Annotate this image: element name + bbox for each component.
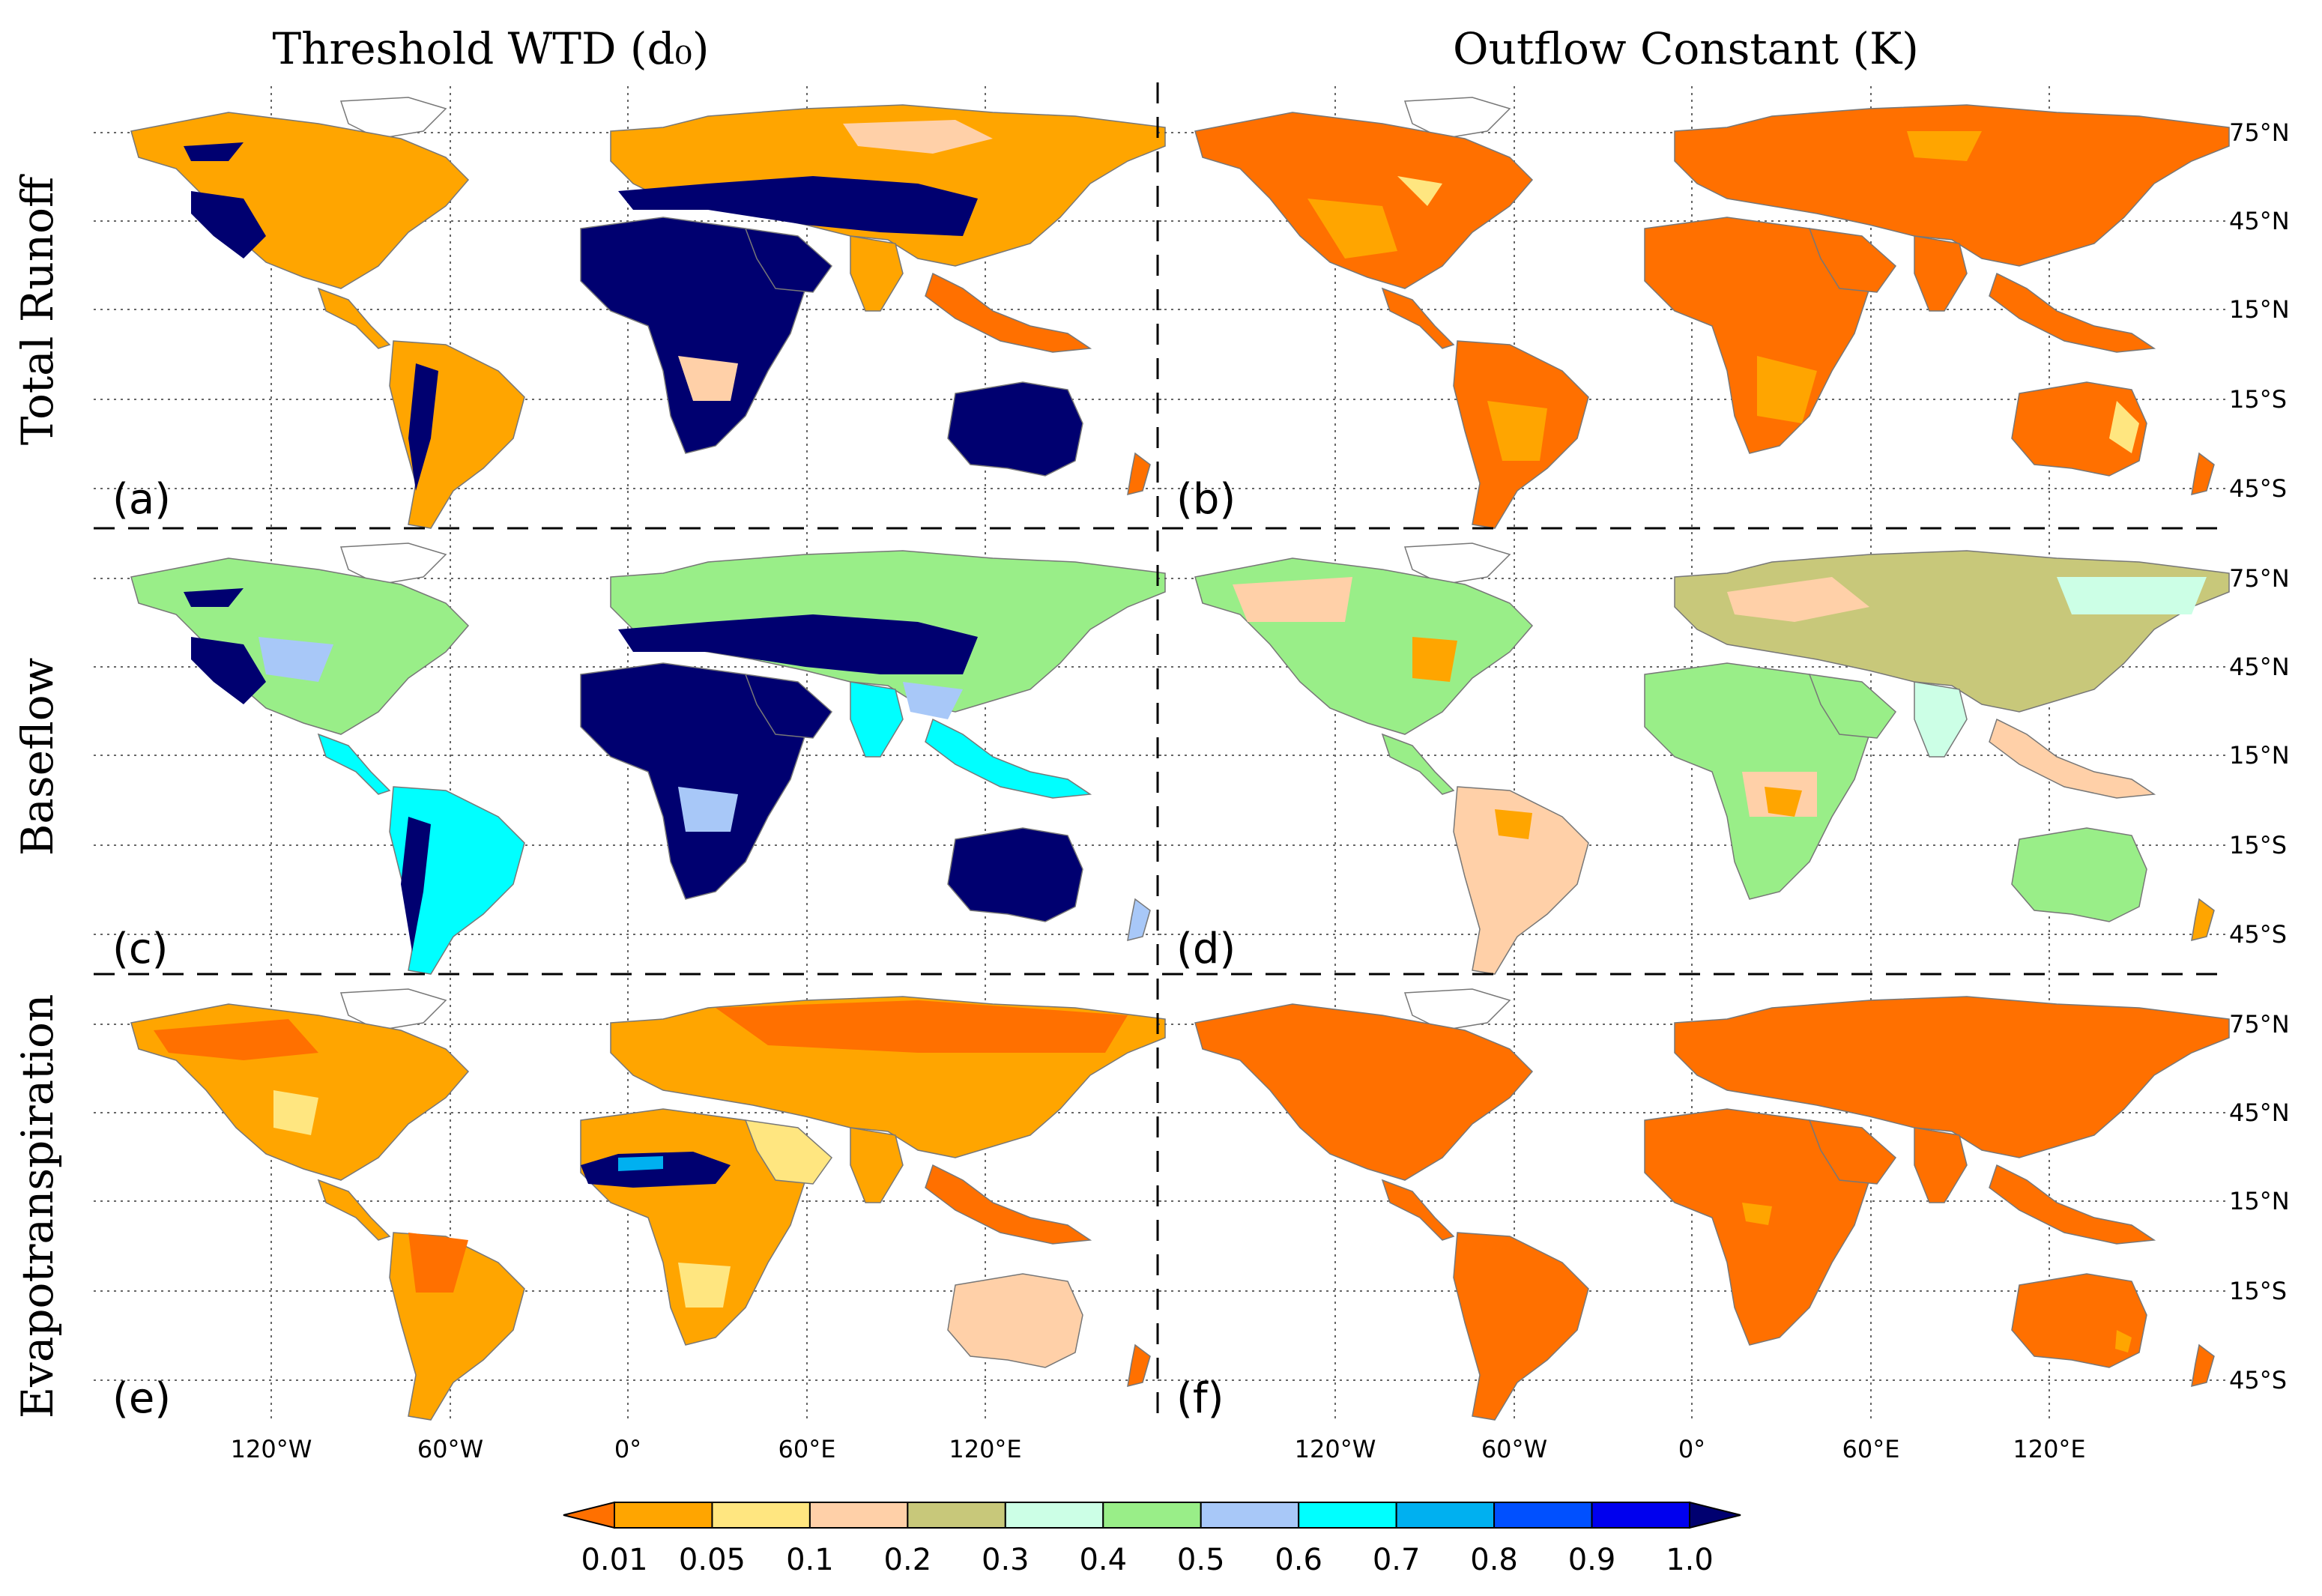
colorbar-tick-label: 0.1	[786, 1543, 834, 1577]
colorbar-bin	[1591, 1502, 1690, 1529]
lat-label: 45°S	[2229, 474, 2287, 503]
lat-label: 75°N	[2229, 1010, 2290, 1039]
lon-label: 120°W	[1295, 1435, 1376, 1463]
row-title-baseflow: Baseflow	[12, 658, 63, 856]
colorbar-tick-label: 0.8	[1470, 1543, 1518, 1577]
lat-label: 45°S	[2229, 1366, 2287, 1394]
map-panel-f	[1158, 978, 2230, 1421]
panel-label-a: (a)	[112, 475, 171, 524]
colorbar-tick-label: 0.3	[982, 1543, 1030, 1577]
colorbar-bins	[614, 1502, 1690, 1529]
lon-label: 60°W	[1481, 1435, 1547, 1463]
lon-label: 60°W	[417, 1435, 483, 1463]
colorbar-bin	[1298, 1502, 1397, 1529]
lon-label: 0°	[614, 1435, 641, 1463]
colorbar-over-arrow	[1689, 1501, 1741, 1529]
colorbar-bin	[1493, 1502, 1593, 1529]
colorbar-bin	[614, 1502, 713, 1529]
map-panel-c	[94, 532, 1166, 975]
latitude-labels: 75°N 45°N 15°N 15°S 45°S 75°N 45°N 15°N …	[2229, 118, 2290, 1394]
lat-label: 45°N	[2229, 207, 2290, 235]
colorbar-tick-label: 0.4	[1079, 1543, 1127, 1577]
lat-label: 15°S	[2229, 831, 2287, 859]
colorbar-bin	[711, 1502, 811, 1529]
lon-label: 120°E	[949, 1435, 1021, 1463]
lat-label: 15°S	[2229, 1277, 2287, 1305]
lat-label: 15°N	[2229, 1187, 2290, 1215]
lat-label: 45°N	[2229, 653, 2290, 681]
panel-label-c: (c)	[112, 925, 168, 973]
colorbar-tick-label: 0.6	[1275, 1543, 1322, 1577]
lon-label: 60°E	[778, 1435, 836, 1463]
lat-label: 15°S	[2229, 385, 2287, 414]
colorbar-bin	[1395, 1502, 1496, 1529]
panel-label-e: (e)	[112, 1374, 171, 1423]
column-title-right: Outflow Constant (K)	[1453, 23, 1919, 74]
column-title-left: Threshold WTD (d₀)	[272, 23, 709, 74]
row-title-total-runoff: Total Runoff	[12, 174, 63, 445]
colorbar-tick-label: 0.01	[581, 1543, 647, 1577]
lat-label: 45°N	[2229, 1098, 2290, 1127]
lon-label: 0°	[1678, 1435, 1705, 1463]
lon-label: 120°E	[2013, 1435, 2085, 1463]
colorbar-bin	[808, 1502, 909, 1529]
colorbar-under-arrow	[563, 1501, 615, 1529]
lat-label: 15°N	[2229, 295, 2290, 324]
lat-label: 15°N	[2229, 741, 2290, 770]
panel-label-b: (b)	[1176, 475, 1236, 524]
row-title-evapotranspiration: Evapotranspiration	[12, 994, 63, 1419]
colorbar: 0.01 0.05 0.1 0.2 0.3 0.4 0.5 0.6 0.7 0.8 0.9 1.0	[563, 1501, 1741, 1577]
colorbar-bin	[1102, 1502, 1202, 1529]
panel-label-f: (f)	[1176, 1374, 1224, 1423]
colorbar-tick-labels: 0.01 0.05 0.1 0.2 0.3 0.4 0.5 0.6 0.7 0.8 0.9 1.0	[581, 1543, 1713, 1577]
colorbar-tick-label: 0.5	[1177, 1543, 1225, 1577]
map-panel-b	[1158, 86, 2230, 529]
lon-label: 60°E	[1842, 1435, 1900, 1463]
panel-label-d: (d)	[1176, 925, 1236, 973]
map-panel-d	[1158, 532, 2230, 975]
colorbar-tick-label: 0.9	[1568, 1543, 1616, 1577]
panel-dividers	[94, 82, 2229, 1424]
colorbar-bin	[1200, 1502, 1300, 1529]
colorbar-tick-label: 0.2	[884, 1543, 932, 1577]
lon-label: 120°W	[231, 1435, 312, 1463]
lat-label: 75°N	[2229, 564, 2290, 593]
longitude-labels: 120°W 60°W 0° 60°E 120°E 120°W 60°W 0° 6…	[231, 1435, 2086, 1463]
lat-label: 45°S	[2229, 920, 2287, 949]
colorbar-bin	[907, 1502, 1006, 1529]
colorbar-tick-label: 0.05	[679, 1543, 746, 1577]
lat-label: 75°N	[2229, 118, 2290, 147]
map-panel-a	[94, 86, 1166, 529]
map-panel-e	[94, 978, 1166, 1421]
colorbar-tick-label: 0.7	[1373, 1543, 1421, 1577]
colorbar-tick-label: 1.0	[1666, 1543, 1714, 1577]
colorbar-bin	[1004, 1502, 1104, 1529]
